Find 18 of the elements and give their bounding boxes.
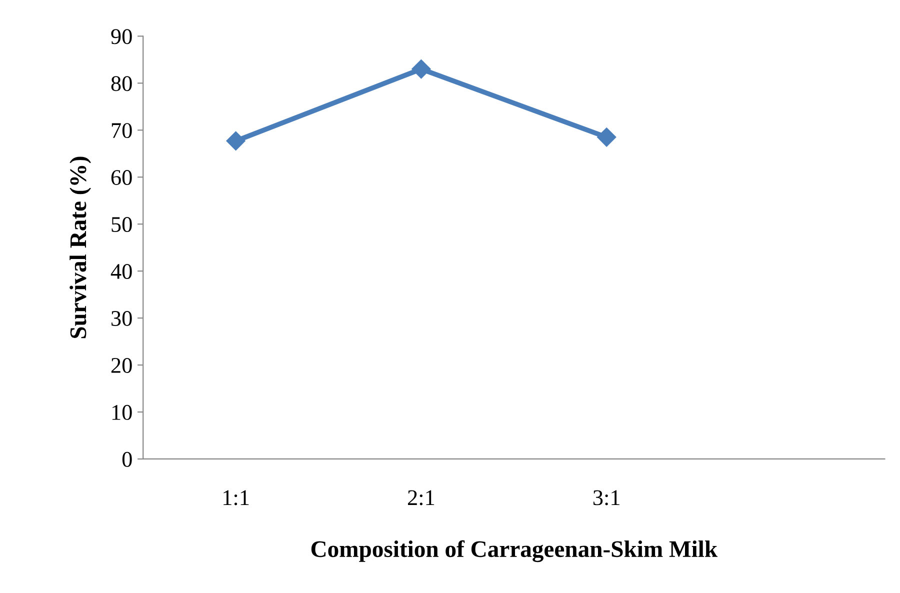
x-tick-label: 3:1 bbox=[593, 490, 620, 506]
x-tick-label: 1:1 bbox=[224, 490, 249, 506]
y-tick-label: 80 bbox=[111, 76, 132, 92]
point bbox=[412, 60, 431, 79]
y-tick-label: 0 bbox=[122, 452, 132, 467]
y-tick-label: 10 bbox=[112, 404, 132, 420]
y-tick-label: 90 bbox=[111, 29, 132, 44]
y-tick-label: 40 bbox=[110, 264, 132, 279]
y-tick-label: 70 bbox=[112, 123, 132, 138]
y-tick-label: 20 bbox=[111, 358, 132, 373]
y-tick-label: 60 bbox=[111, 170, 132, 186]
x-axis-title: Composition of Carrageenan-Skim Milk bbox=[311, 540, 718, 562]
y-axis-title: Survival Rate (%) bbox=[70, 156, 92, 338]
y-tick-label: 30 bbox=[112, 310, 132, 326]
point bbox=[597, 128, 616, 147]
point bbox=[226, 131, 246, 150]
y-tick-label: 50 bbox=[112, 217, 132, 232]
x-tick-label: 2:1 bbox=[408, 490, 434, 506]
